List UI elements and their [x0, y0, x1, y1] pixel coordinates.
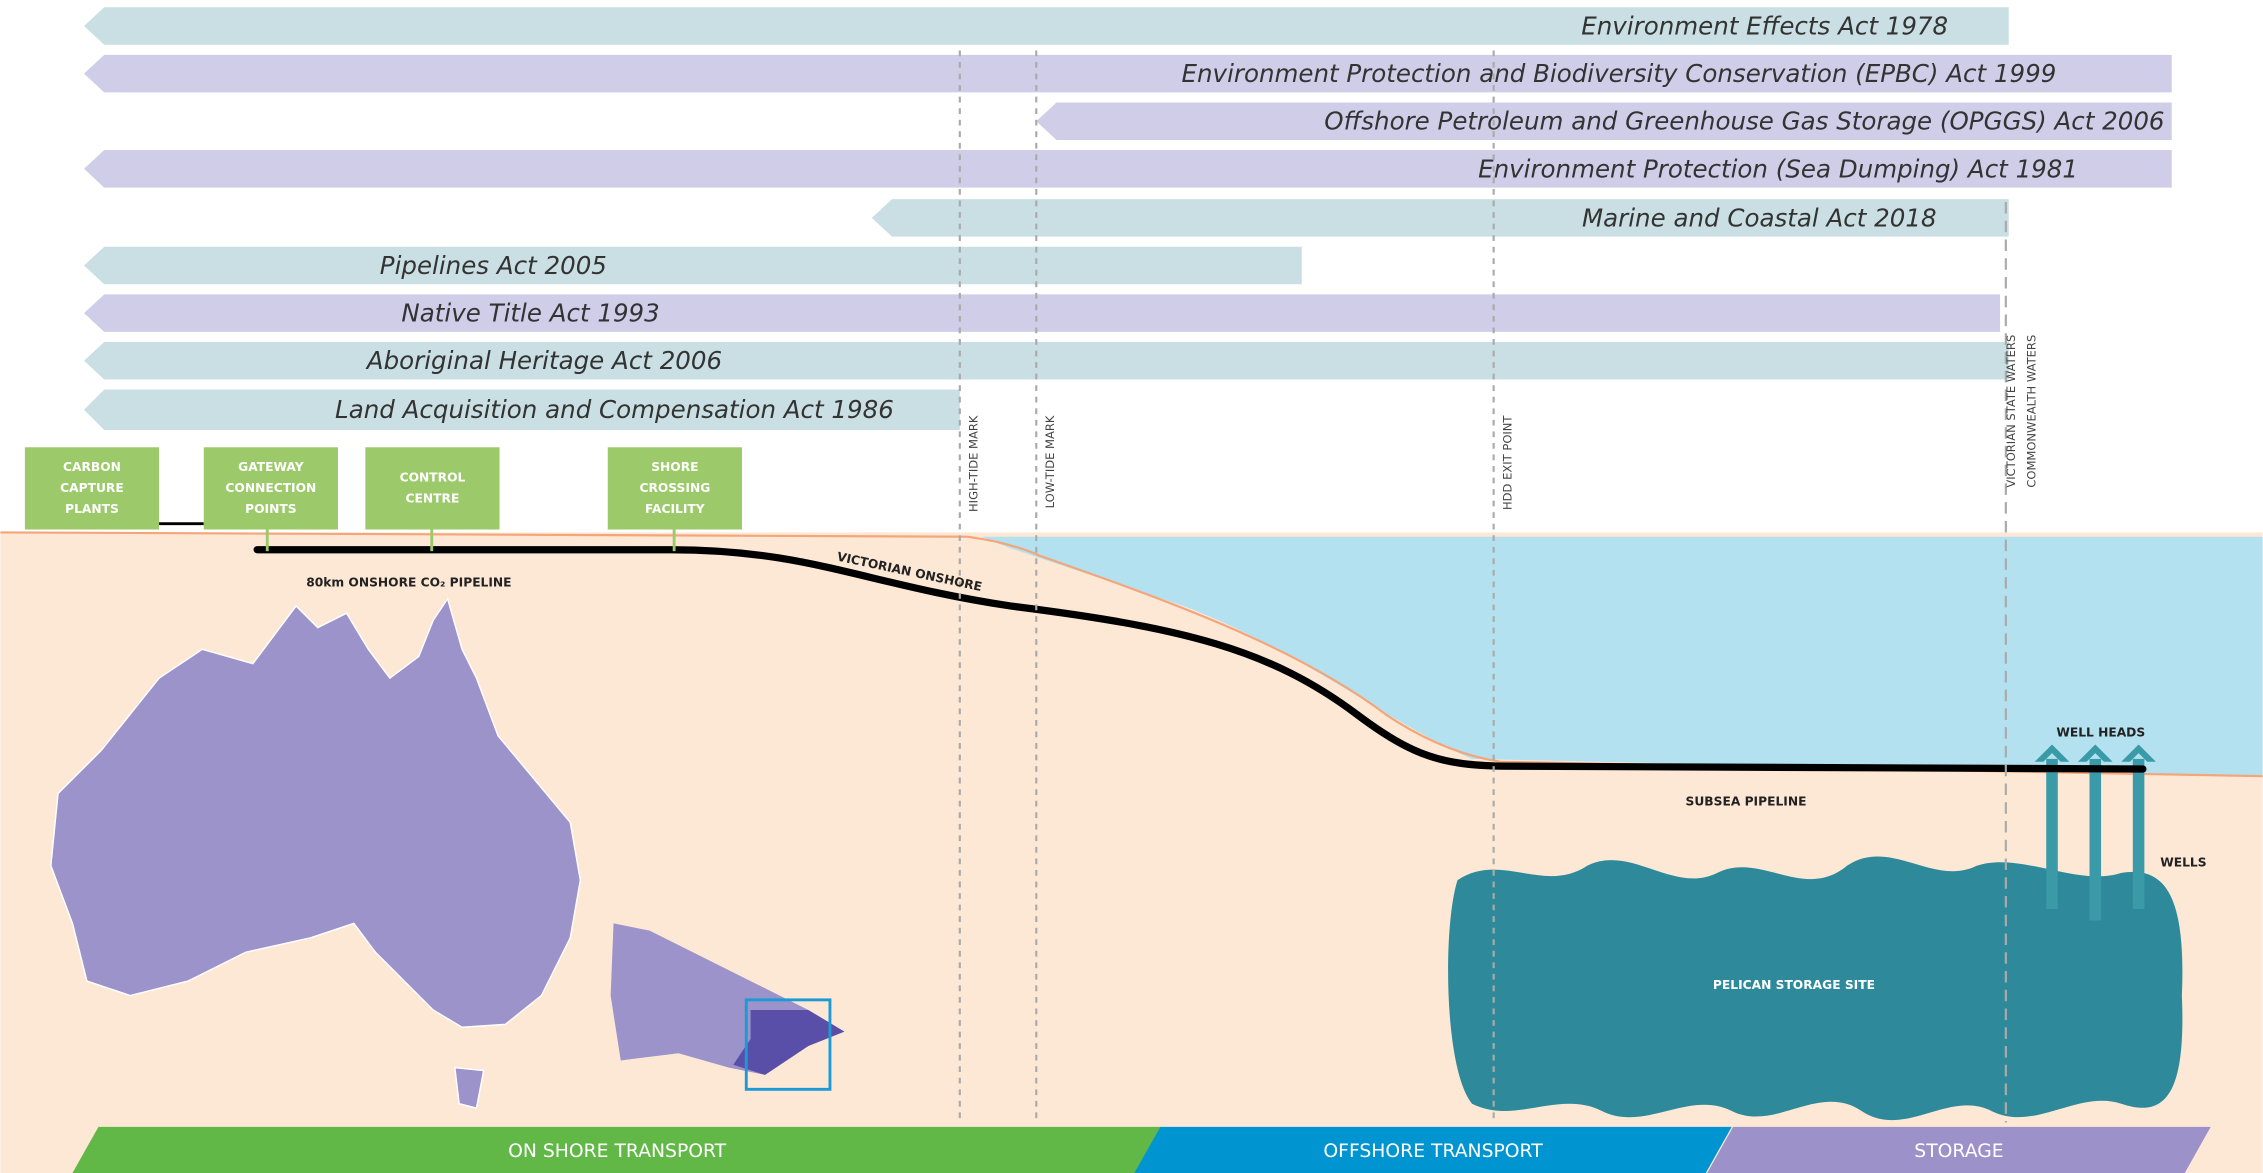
- diagram-label: SUBSEA PIPELINE: [1686, 795, 1807, 809]
- phase-label: ON SHORE TRANSPORT: [508, 1141, 727, 1162]
- storage-reservoir: [1448, 856, 2183, 1121]
- diagram-label: WELLS: [2160, 855, 2206, 869]
- marker-label: VICTORIAN STATE WATERS: [2004, 335, 2018, 488]
- phase-label: STORAGE: [1914, 1141, 2003, 1162]
- focus-box: [744, 998, 832, 1091]
- act-bar: Pipelines Act 2005: [84, 246, 1302, 285]
- act-label: Marine and Coastal Act 2018: [1582, 203, 1937, 232]
- act-label: Pipelines Act 2005: [380, 251, 607, 280]
- diagram-label: WELL HEADS: [2056, 725, 2145, 739]
- act-arrow: [84, 389, 960, 430]
- act-label: Environment Protection (Sea Dumping) Act…: [1478, 154, 2078, 183]
- box-label: FACILITY: [645, 502, 705, 516]
- coastline: [0, 531, 2263, 778]
- sea: [981, 536, 2263, 777]
- box: [607, 447, 742, 530]
- box-label: SHORE: [651, 460, 698, 474]
- box-label: GATEWAY: [238, 460, 304, 474]
- act-bar: Native Title Act 1993: [84, 294, 2001, 332]
- act-arrow: [84, 7, 2009, 45]
- marker-label: LOW-TIDE MARK: [1043, 415, 1057, 508]
- act-bar: Environment Protection and Biodiversity …: [84, 54, 2172, 93]
- region-highlight: [733, 1009, 845, 1075]
- act-arrow: [84, 54, 2172, 93]
- act-bar: Offshore Petroleum and Greenhouse Gas St…: [1036, 102, 2172, 140]
- act-arrow: [84, 294, 2001, 332]
- phase-band: [1134, 1126, 1732, 1173]
- box-label: CONTROL: [400, 470, 466, 484]
- act-bar: Land Acquisition and Compensation Act 19…: [84, 389, 960, 430]
- act-bar: Marine and Coastal Act 2018: [871, 199, 2009, 237]
- act-label: Aboriginal Heritage Act 2006: [365, 346, 722, 375]
- australia-map: [50, 597, 582, 1109]
- pipeline: [253, 546, 2147, 773]
- diagram-label: PELICAN STORAGE SITE: [1713, 978, 1875, 992]
- act-bar: Environment Effects Act 1978: [84, 7, 2009, 45]
- box: [203, 447, 338, 530]
- box-label: CARBON: [63, 460, 121, 474]
- act-bar: Environment Protection (Sea Dumping) Act…: [84, 150, 2172, 188]
- act-label: Offshore Petroleum and Greenhouse Gas St…: [1324, 107, 2164, 136]
- box-label: CAPTURE: [60, 481, 124, 495]
- box: [24, 447, 160, 530]
- phase-band: [72, 1126, 1162, 1173]
- box-label: POINTS: [245, 502, 296, 516]
- marker-label: COMMONWEALTH WATERS: [2024, 335, 2038, 488]
- act-label: Land Acquisition and Compensation Act 19…: [335, 395, 894, 424]
- act-arrow: [1036, 102, 2172, 140]
- marker-label: HDD EXIT POINT: [1501, 415, 1515, 510]
- box-label: PLANTS: [65, 502, 119, 516]
- box: [365, 447, 500, 530]
- phase-label: OFFSHORE TRANSPORT: [1323, 1141, 1543, 1162]
- marker-label: HIGH-TIDE MARK: [967, 415, 981, 512]
- diagram-label: 80km ONSHORE CO₂ PIPELINE: [306, 575, 511, 589]
- box-label: CONNECTION: [225, 481, 316, 495]
- act-arrow: [84, 341, 2009, 380]
- act-arrow: [84, 246, 1302, 285]
- act-bar: Aboriginal Heritage Act 2006: [84, 341, 2009, 380]
- act-arrow: [871, 199, 2009, 237]
- act-label: Native Title Act 1993: [401, 299, 659, 328]
- act-label: Environment Effects Act 1978: [1581, 11, 1948, 40]
- act-arrow: [84, 150, 2172, 188]
- phase-band: [1707, 1126, 2211, 1173]
- act-label: Environment Protection and Biodiversity …: [1182, 59, 2057, 88]
- box-label: CROSSING: [639, 481, 710, 495]
- box-label: CENTRE: [406, 491, 460, 505]
- wells: [2034, 744, 2156, 921]
